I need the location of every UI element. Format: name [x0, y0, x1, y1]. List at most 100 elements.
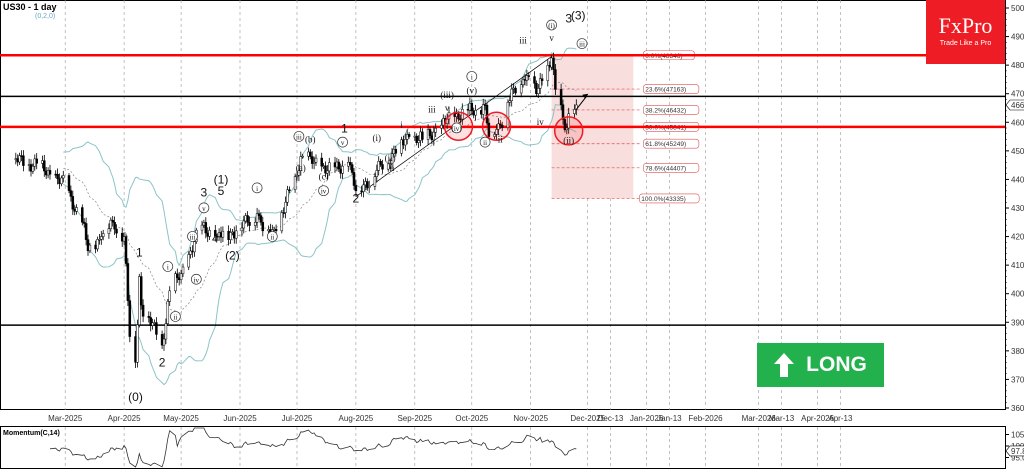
- bollinger-upper-band: [63, 47, 577, 267]
- price-bar-body: [381, 164, 384, 170]
- wave-label: (1): [214, 173, 229, 187]
- y-tick-label: 36000: [1011, 404, 1024, 413]
- price-bar-body: [561, 104, 565, 120]
- price-bar-body: [540, 78, 544, 81]
- wave-label: v: [341, 139, 345, 147]
- price-bar-body: [514, 87, 517, 94]
- price-bar-body: [181, 266, 185, 274]
- wave-label-circle: [318, 185, 329, 197]
- price-bar-body: [18, 155, 21, 163]
- price-bar-body: [284, 201, 287, 213]
- price-bar-body: [82, 222, 86, 224]
- price-bar-body: [299, 156, 303, 171]
- price-bar-body: [362, 184, 365, 192]
- logo-tagline: Trade Like a Pro: [939, 40, 992, 47]
- price-bar-body: [200, 224, 204, 231]
- price-bar-body: [519, 84, 523, 94]
- wave-label: (c): [319, 171, 329, 181]
- fib-label-box: [642, 138, 700, 149]
- projection-arrow-head: [582, 93, 589, 99]
- price-bar-body: [293, 176, 297, 191]
- last-price-marker: [1005, 99, 1024, 111]
- momentum-line: [49, 427, 577, 468]
- price-bar-body: [314, 157, 318, 163]
- price-bar-body: [320, 157, 323, 167]
- price-bar-body: [115, 228, 118, 234]
- projection-arrow-line: [575, 96, 587, 110]
- y-tick-label: 48000: [1011, 61, 1024, 70]
- y-tick-label: 50000: [1011, 4, 1024, 13]
- y-tick-label: 49000: [1011, 33, 1024, 42]
- price-bar-body: [204, 222, 208, 234]
- fxpro-logo: FxPro Trade Like a Pro: [926, 0, 1005, 64]
- price-bar-body: [101, 233, 105, 237]
- price-bar-body: [221, 230, 225, 238]
- price-bar-body: [440, 124, 443, 129]
- price-bar-body: [113, 222, 116, 230]
- price-bar-body: [470, 102, 474, 112]
- wave-label: 3: [565, 11, 572, 25]
- x-tick-label: Jul-2025: [282, 414, 313, 423]
- x-tick-label: Dec-13: [598, 414, 624, 423]
- price-bar-body: [107, 228, 111, 234]
- price-bar-body: [111, 219, 114, 223]
- price-bar-body: [324, 165, 327, 174]
- wave-label: iii: [428, 104, 436, 114]
- y-tick-label: 46000: [1011, 118, 1024, 127]
- price-bar-body: [35, 158, 38, 164]
- price-bar-body: [301, 155, 304, 158]
- price-bar-body: [499, 123, 502, 126]
- wave-label: (b): [305, 134, 316, 144]
- wave-label: iii: [519, 36, 527, 46]
- price-bar-body: [81, 207, 84, 223]
- x-tick-label: Jun-2025: [223, 414, 257, 423]
- fib-level-label: 78.6%(44407): [645, 165, 686, 172]
- price-bar-body: [60, 177, 63, 185]
- price-bar-body: [312, 162, 316, 164]
- price-bar-body: [533, 76, 536, 84]
- fib-label-box: [642, 84, 700, 94]
- wave-label: i: [471, 73, 473, 81]
- highlight-circle: [481, 111, 512, 142]
- price-bar-body: [497, 123, 500, 130]
- wave-label: (0): [128, 390, 143, 404]
- price-bar-body: [567, 113, 570, 129]
- wave-label: iii: [190, 233, 196, 241]
- price-bar-body: [141, 304, 145, 317]
- y-tick-label: 40000: [1011, 290, 1024, 299]
- wave-label: iv: [194, 276, 200, 284]
- price-bar-body: [280, 212, 284, 232]
- price-bar-body: [295, 175, 299, 177]
- momentum-tick-label: 95.00: [1011, 454, 1024, 463]
- price-bar-body: [421, 131, 424, 140]
- price-bar-body: [457, 113, 460, 120]
- wave-label-circle: [576, 38, 588, 49]
- price-bar-body: [31, 165, 35, 172]
- price-bar-body: [388, 163, 392, 165]
- price-bar-body: [147, 316, 151, 318]
- price-bar-body: [481, 104, 485, 115]
- wave-label: (2): [225, 248, 240, 262]
- price-bar-body: [155, 322, 158, 335]
- price-bar-body: [246, 215, 249, 223]
- price-bar-body: [366, 181, 369, 188]
- price-bar-body: [527, 75, 531, 77]
- price-bar-body: [176, 273, 179, 279]
- x-tick-label: Dec-2025: [570, 414, 605, 423]
- fib-level-label: 100.0%(43335): [641, 196, 685, 203]
- price-bar-body: [96, 239, 99, 250]
- wave-label: (iii): [440, 90, 454, 100]
- price-bar-body: [407, 134, 411, 137]
- price-bar-body: [352, 172, 356, 186]
- price-bar-body: [124, 236, 128, 264]
- wave-label: (a): [296, 163, 306, 173]
- price-bar-body: [354, 185, 358, 192]
- price-bar-body: [559, 89, 563, 105]
- price-bar-body: [400, 139, 403, 154]
- wave-label-circle: [251, 182, 263, 194]
- price-bar-body: [126, 263, 130, 301]
- x-tick-label: Jan-2026: [630, 414, 664, 423]
- wave-label: iv: [321, 188, 327, 196]
- wave-label: (ii): [385, 153, 396, 163]
- price-bar-body: [69, 190, 73, 197]
